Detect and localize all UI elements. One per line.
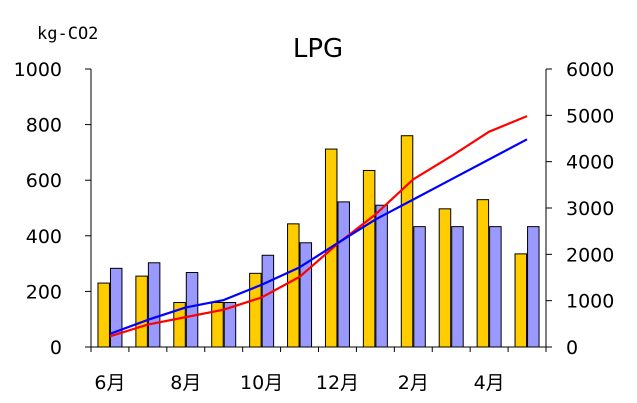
axes (85, 68, 552, 352)
labels: 0 200 400 600 800 1000 0 1000 2000 3000 4000 5000 60… (14, 24, 615, 394)
right-tick-label: 3000 (566, 198, 614, 220)
x-tick-label: 10月 (240, 372, 283, 394)
bar-series-1 (97, 282, 110, 348)
right-tick-label: 2000 (566, 244, 614, 266)
right-tick-label: 4000 (566, 152, 614, 174)
bar-series-2 (261, 254, 275, 348)
bar-series-1 (476, 199, 490, 348)
bar-series-1 (173, 302, 186, 348)
bar-series-1 (514, 253, 528, 348)
bar-series-2 (185, 271, 199, 348)
bar-series-1 (400, 135, 414, 348)
right-tick-label: 5000 (566, 105, 614, 127)
bar-series-2 (527, 226, 540, 348)
bar-series-2 (223, 302, 237, 348)
left-tick-label: 200 (26, 281, 62, 303)
bar-series-1 (287, 223, 300, 348)
left-tick-label: 800 (26, 115, 62, 137)
left-tick-label: 400 (26, 226, 62, 248)
right-tick-label: 6000 (566, 59, 614, 81)
right-tick-label: 0 (566, 337, 578, 359)
right-tick-label: 1000 (566, 291, 614, 313)
left-tick-label: 600 (26, 170, 62, 192)
x-tick-label: 2月 (398, 372, 429, 394)
bar-series-2 (299, 242, 313, 348)
bar-series-2 (489, 226, 502, 348)
left-tick-label: 1000 (14, 59, 62, 81)
bar-series-1 (211, 302, 224, 348)
bar-series-2 (147, 262, 161, 348)
left-tick-label: 0 (50, 337, 62, 359)
line-series-1 (109, 115, 528, 338)
bar-series-2 (375, 204, 388, 348)
line-series-2 (109, 138, 528, 335)
bar-series-2 (451, 226, 464, 348)
chart-title: LPG (293, 34, 343, 64)
bar-series-1 (362, 169, 376, 348)
x-tick-label: 4月 (474, 372, 505, 394)
unit-label: kg-CO2 (37, 24, 98, 44)
bar-series-1 (135, 275, 148, 348)
lines (109, 115, 528, 338)
x-tick-label: 6月 (94, 372, 125, 394)
x-tick-label: 12月 (316, 372, 359, 394)
x-tick-label: 8月 (170, 372, 201, 394)
bar-series-2 (337, 201, 350, 348)
bar-series-2 (413, 226, 426, 348)
bar-series-1 (438, 208, 452, 348)
bar-series-2 (109, 267, 123, 348)
bar-series-1 (249, 272, 262, 348)
